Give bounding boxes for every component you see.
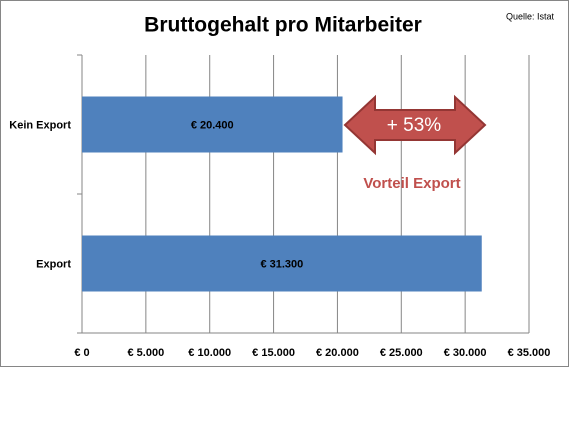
x-tick-label: € 10.000 (188, 347, 231, 359)
bar (82, 96, 343, 153)
x-tick-label: € 35.000 (508, 347, 551, 359)
source: Quelle: Istat (506, 11, 555, 21)
plot-area: € 0 € 5.000 € 10.000 € 15.000 € 20.000 € 25.0… (9, 54, 551, 359)
double-arrow (343, 94, 487, 156)
y-tick-label: Export (36, 258, 71, 270)
chart-frame (0, 0, 569, 367)
chart-title: Bruttogehalt pro Mitarbeiter (144, 14, 422, 37)
x-tick-label: € 25.000 (380, 347, 423, 359)
bar (82, 235, 482, 292)
arrow-label: + 53% (387, 115, 442, 136)
x-tick-label: € 30.000 (444, 347, 487, 359)
x-tick-label: € 5.000 (128, 347, 165, 359)
annotation: Vorteil Export (363, 175, 460, 192)
value-label: € 20.400 (191, 119, 234, 131)
x-tick-label: € 15.000 (252, 347, 295, 359)
value-label: € 31.300 (260, 258, 303, 270)
x-tick-label: € 0 (74, 347, 89, 359)
y-tick-label: Kein Export (9, 119, 71, 131)
x-tick-label: € 20.000 (316, 347, 359, 359)
